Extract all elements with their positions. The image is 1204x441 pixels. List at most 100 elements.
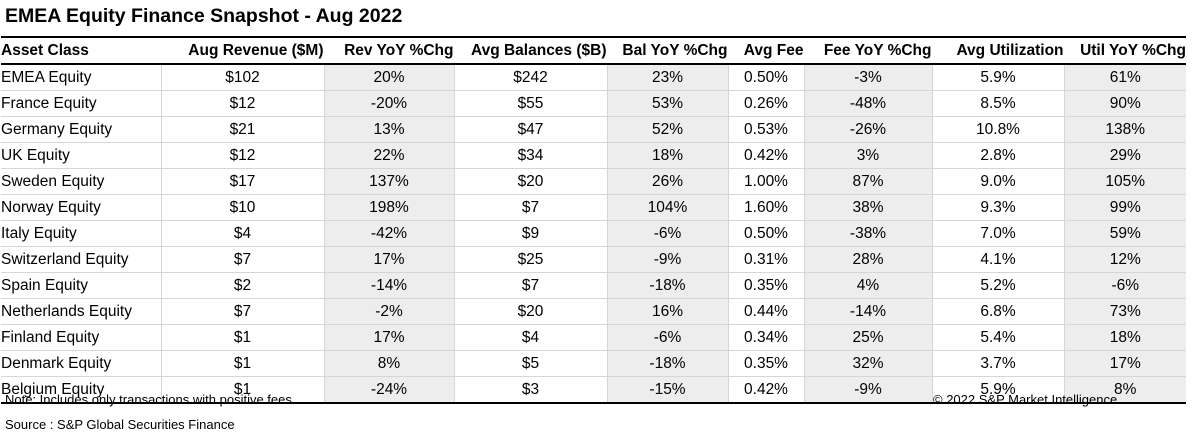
cell-avg-utilization: 5.9%	[931, 64, 1064, 91]
cell-util-yoy: 90%	[1063, 90, 1186, 117]
table-row: UK Equity $12 22% $34 18% 0.42% 3% 2.8% 29%	[1, 142, 1186, 169]
table-row: France Equity $12 -20% $55 53% 0.26% -48% 8.5% 9…	[1, 90, 1186, 117]
cell-rev-yoy: 13%	[323, 116, 454, 143]
cell-util-yoy: 138%	[1063, 116, 1186, 143]
table-row: Norway Equity $10 198% $7 104% 1.60% 38% 9.3% 99…	[1, 194, 1186, 221]
cell-aug-revenue: $102	[160, 64, 324, 91]
cell-aug-revenue: $4	[160, 220, 324, 247]
table-row: Belgium Equity $1 -24% $3 -15% 0.42% -9% 5.9% 8%	[1, 376, 1186, 404]
cell-util-yoy: 8%	[1063, 376, 1186, 404]
cell-bal-yoy: 16%	[606, 298, 728, 325]
equity-finance-table: Asset Class Aug Revenue ($M) Rev YoY %Ch…	[1, 36, 1186, 404]
table-row: Germany Equity $21 13% $47 52% 0.53% -26% 10.8%…	[1, 116, 1186, 143]
cell-aug-revenue: $1	[160, 350, 324, 377]
cell-fee-yoy: 38%	[803, 194, 932, 221]
cell-asset-class: Belgium Equity	[1, 376, 161, 404]
cell-avg-utilization: 9.3%	[931, 194, 1064, 221]
cell-avg-fee: 1.60%	[727, 194, 804, 221]
cell-aug-revenue: $7	[160, 246, 324, 273]
cell-avg-fee: 0.50%	[727, 220, 804, 247]
cell-bal-yoy: 26%	[606, 168, 728, 195]
cell-avg-balances: $20	[453, 298, 607, 325]
cell-util-yoy: 73%	[1063, 298, 1186, 325]
cell-bal-yoy: 23%	[606, 64, 728, 91]
cell-avg-balances: $5	[453, 350, 607, 377]
cell-bal-yoy: -6%	[606, 324, 728, 351]
copyright-note: © 2022 S&P Market Intelligence	[933, 392, 1118, 407]
cell-asset-class: UK Equity	[1, 142, 161, 169]
table-header-row: Asset Class Aug Revenue ($M) Rev YoY %Ch…	[1, 36, 1186, 65]
cell-fee-yoy: 25%	[803, 324, 932, 351]
cell-rev-yoy: -14%	[323, 272, 454, 299]
table-body: EMEA Equity $102 20% $242 23% 0.50% -3% 5.9% 61%…	[1, 64, 1186, 404]
cell-avg-fee: 0.31%	[727, 246, 804, 273]
column-header-util-yoy: Util YoY %Chg	[1063, 36, 1186, 65]
cell-fee-yoy: 28%	[803, 246, 932, 273]
cell-asset-class: Norway Equity	[1, 194, 161, 221]
cell-avg-balances: $7	[453, 272, 607, 299]
cell-avg-fee: 1.00%	[727, 168, 804, 195]
cell-avg-balances: $25	[453, 246, 607, 273]
cell-avg-balances: $3	[453, 376, 607, 404]
cell-aug-revenue: $7	[160, 298, 324, 325]
cell-bal-yoy: 104%	[606, 194, 728, 221]
cell-fee-yoy: -14%	[803, 298, 932, 325]
cell-avg-utilization: 4.1%	[931, 246, 1064, 273]
cell-avg-fee: 0.35%	[727, 350, 804, 377]
column-header-bal-yoy: Bal YoY %Chg	[606, 36, 728, 65]
cell-avg-utilization: 5.4%	[931, 324, 1064, 351]
source-note: Source : S&P Global Securities Finance	[5, 417, 235, 432]
cell-avg-fee: 0.50%	[727, 64, 804, 91]
footnote: Note: Includes only transactions with po…	[5, 392, 292, 407]
cell-asset-class: Germany Equity	[1, 116, 161, 143]
cell-fee-yoy: -38%	[803, 220, 932, 247]
cell-rev-yoy: -20%	[323, 90, 454, 117]
cell-avg-utilization: 7.0%	[931, 220, 1064, 247]
cell-aug-revenue: $2	[160, 272, 324, 299]
cell-avg-utilization: 10.8%	[931, 116, 1064, 143]
cell-bal-yoy: -6%	[606, 220, 728, 247]
column-header-asset-class: Asset Class	[1, 36, 161, 65]
cell-util-yoy: 18%	[1063, 324, 1186, 351]
cell-avg-fee: 0.42%	[727, 376, 804, 404]
cell-avg-balances: $47	[453, 116, 607, 143]
cell-avg-utilization: 9.0%	[931, 168, 1064, 195]
cell-util-yoy: 12%	[1063, 246, 1186, 273]
cell-rev-yoy: 198%	[323, 194, 454, 221]
cell-bal-yoy: -18%	[606, 272, 728, 299]
column-header-avg-fee: Avg Fee	[727, 36, 804, 65]
cell-avg-balances: $4	[453, 324, 607, 351]
cell-fee-yoy: -3%	[803, 64, 932, 91]
cell-avg-balances: $242	[453, 64, 607, 91]
cell-avg-balances: $7	[453, 194, 607, 221]
cell-util-yoy: 17%	[1063, 350, 1186, 377]
cell-fee-yoy: 4%	[803, 272, 932, 299]
cell-asset-class: Spain Equity	[1, 272, 161, 299]
cell-avg-balances: $9	[453, 220, 607, 247]
cell-aug-revenue: $21	[160, 116, 324, 143]
cell-rev-yoy: -2%	[323, 298, 454, 325]
cell-bal-yoy: 18%	[606, 142, 728, 169]
cell-aug-revenue: $12	[160, 142, 324, 169]
column-header-avg-utilization: Avg Utilization	[931, 36, 1064, 65]
cell-avg-utilization: 2.8%	[931, 142, 1064, 169]
cell-aug-revenue: $1	[160, 376, 324, 404]
cell-rev-yoy: 17%	[323, 246, 454, 273]
column-header-rev-yoy: Rev YoY %Chg	[323, 36, 454, 65]
page-title: EMEA Equity Finance Snapshot - Aug 2022	[5, 5, 403, 27]
cell-asset-class: Denmark Equity	[1, 350, 161, 377]
cell-rev-yoy: -42%	[323, 220, 454, 247]
cell-aug-revenue: $12	[160, 90, 324, 117]
cell-rev-yoy: 137%	[323, 168, 454, 195]
cell-fee-yoy: -9%	[803, 376, 932, 404]
cell-rev-yoy: 17%	[323, 324, 454, 351]
cell-util-yoy: 61%	[1063, 64, 1186, 91]
cell-rev-yoy: -24%	[323, 376, 454, 404]
table-row: Denmark Equity $1 8% $5 -18% 0.35% 32% 3.7% 17%	[1, 350, 1186, 377]
cell-avg-utilization: 6.8%	[931, 298, 1064, 325]
table-row: Finland Equity $1 17% $4 -6% 0.34% 25% 5.4% 18%	[1, 324, 1186, 351]
cell-avg-fee: 0.35%	[727, 272, 804, 299]
cell-asset-class: Italy Equity	[1, 220, 161, 247]
cell-avg-utilization: 5.2%	[931, 272, 1064, 299]
cell-avg-balances: $34	[453, 142, 607, 169]
